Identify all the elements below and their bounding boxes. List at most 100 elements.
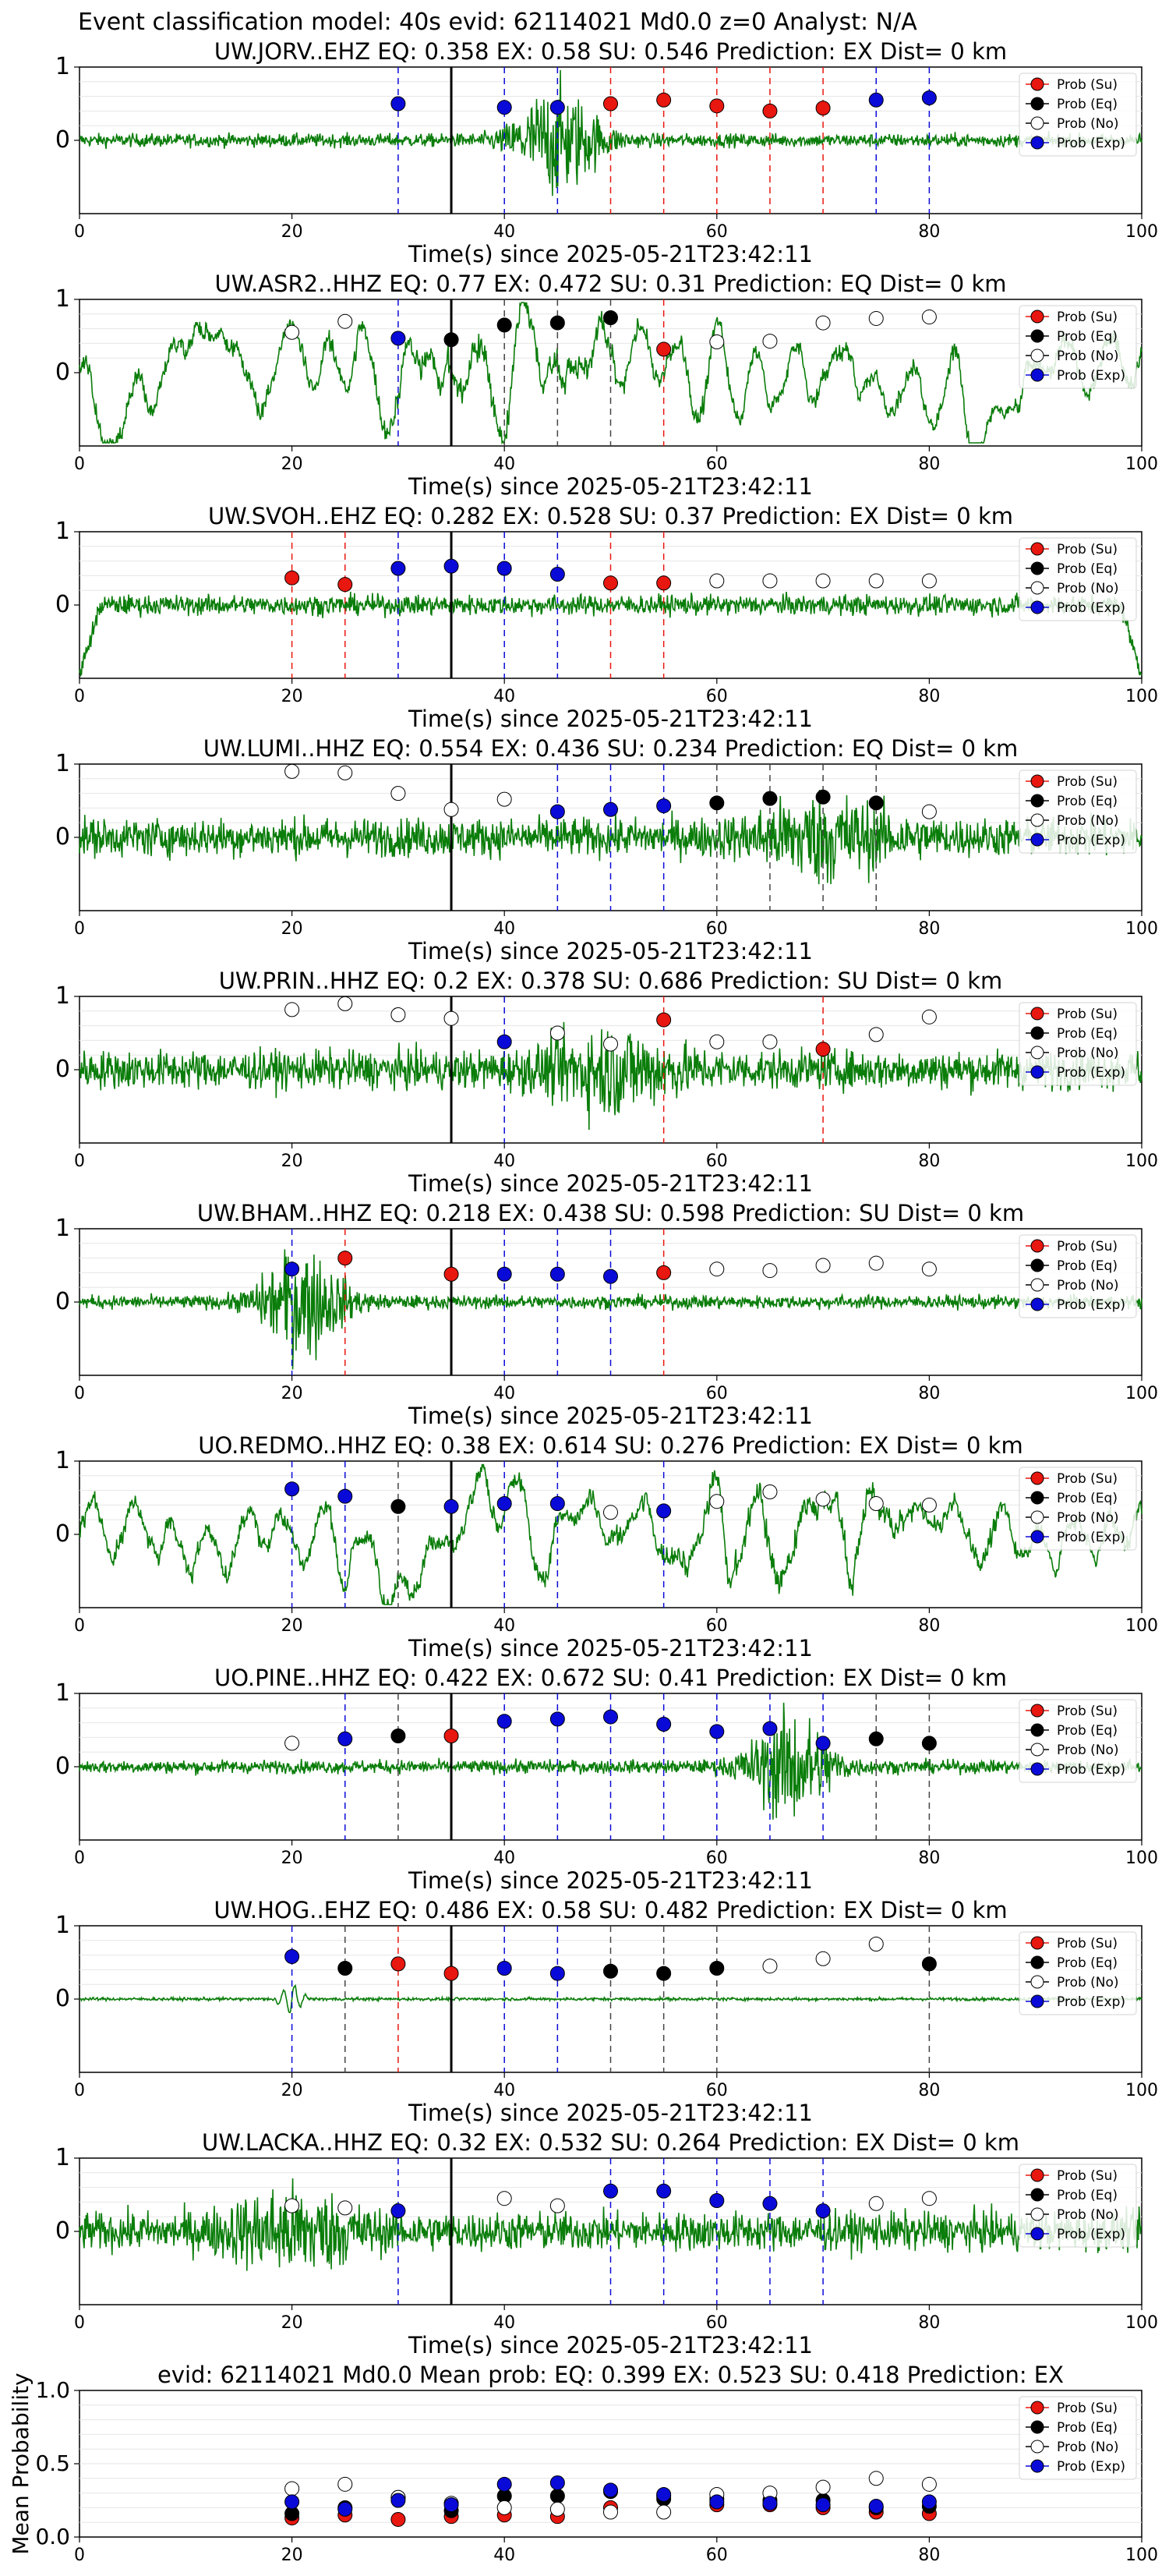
legend-label-eq: Prob (Eq) [1057,97,1118,112]
legend: Prob (Su) Prob (Eq) Prob (No) Prob (Exp) [1019,1234,1137,1318]
prob-point-su [603,575,618,591]
legend-label-no: Prob (No) [1057,1975,1119,1990]
mean-prob-point-exp [603,2482,618,2498]
x-tick-label: 20 [281,1384,303,1403]
x-tick-label: 60 [706,2546,728,2565]
mean-prob-point-no [868,2471,884,2486]
x-tick-label: 100 [1125,919,1158,939]
legend-marker-no [1030,116,1044,130]
legend-label-su: Prob (Su) [1057,774,1118,790]
x-tick-label: 40 [493,2081,515,2100]
legend-label-no: Prob (No) [1057,2440,1119,2455]
prob-point-no [603,1036,618,1052]
legend-label-eq: Prob (Eq) [1057,2420,1118,2436]
panel-7: UO.REDMO..HHZ EQ: 0.38 EX: 0.614 SU: 0.2… [55,1432,1158,1661]
prob-point-exp [815,2203,831,2219]
x-tick-label: 60 [706,2313,728,2333]
y-tick-label: 0 [55,591,70,618]
prob-point-eq [868,795,884,811]
prob-point-no [921,1497,937,1513]
legend-label-eq: Prob (Eq) [1057,561,1118,577]
prob-point-no [868,310,884,326]
legend-marker-eq [1030,97,1044,111]
legend-label-no: Prob (No) [1057,581,1119,596]
x-axis-label: Time(s) since 2025-05-21T23:42:11 [408,1403,813,1429]
prob-point-exp [549,1266,565,1282]
x-tick-label: 0 [74,1849,85,1868]
legend-label-eq: Prob (Eq) [1057,1723,1118,1739]
x-tick-label: 80 [918,1152,940,1171]
prob-point-no [709,1034,725,1049]
legend-marker-su [1030,774,1044,788]
prob-point-su [390,1956,406,1972]
waveform-trace [79,1463,1143,1605]
x-axis-label: Time(s) since 2025-05-21T23:42:11 [408,706,813,732]
x-tick-label: 100 [1125,2081,1158,2100]
prob-point-exp [656,2183,672,2199]
prob-point-eq [603,310,618,325]
legend-label-su: Prob (Su) [1057,310,1118,325]
legend-label-su: Prob (Su) [1057,542,1118,557]
x-tick-label: 80 [918,2546,940,2565]
prob-point-no [284,1736,300,1751]
legend-marker-exp [1030,368,1044,382]
x-tick-label: 40 [493,687,515,706]
y-tick-label: 0 [55,1985,70,2012]
mean-prob-point-eq [549,2488,565,2503]
legend-marker-su [1030,2401,1044,2415]
prob-point-su [443,1729,459,1744]
y-tick-label: 0 [55,359,70,386]
legend-label-exp: Prob (Exp) [1057,1065,1125,1081]
legend-marker-su [1030,77,1044,91]
mean-prob-point-no [815,2479,831,2495]
prob-point-eq [921,1736,937,1751]
legend-label-exp: Prob (Exp) [1057,833,1125,848]
x-axis-label: Time(s) since 2025-05-21T23:42:11 [408,473,813,500]
legend-marker-eq [1030,2188,1044,2202]
prob-point-no [868,2196,884,2211]
prob-point-no [921,1009,937,1024]
waveform-trace [79,1021,1143,1131]
prob-point-eq [603,1963,618,1979]
x-tick-label: 0 [74,222,85,242]
prob-point-eq [337,1961,353,1976]
legend-marker-su [1030,1007,1044,1021]
y-tick-label: 1.0 [35,2377,70,2403]
legend-marker-no [1030,581,1044,595]
prob-point-eq [815,789,831,805]
prob-point-exp [496,1714,512,1729]
x-tick-label: 100 [1125,1616,1158,1636]
legend-marker-exp [1030,1994,1044,2008]
prob-point-no [709,573,725,589]
prob-point-exp [603,2183,618,2199]
legend-marker-exp [1030,1065,1044,1079]
prob-point-su [656,1012,672,1028]
x-tick-label: 100 [1125,687,1158,706]
waveform-trace [79,591,1143,678]
legend-frame [1019,2164,1137,2248]
legend-label-exp: Prob (Exp) [1057,136,1125,151]
legend: Prob (Su) Prob (Eq) Prob (No) Prob (Exp) [1019,1699,1137,1783]
prob-point-su [443,1966,459,1981]
mean-prob-point-exp [549,2475,565,2490]
prob-point-exp [337,1488,353,1504]
mean-prob-point-no [656,2504,672,2520]
x-tick-label: 0 [74,2313,85,2333]
legend-frame [1019,1931,1137,2015]
legend-label-eq: Prob (Eq) [1057,1491,1118,1506]
legend-label-no: Prob (No) [1057,813,1119,829]
legend-marker-no [1030,1743,1044,1757]
legend-label-exp: Prob (Exp) [1057,1530,1125,1545]
legend-label-su: Prob (Su) [1057,1239,1118,1254]
x-tick-label: 0 [74,455,85,474]
x-tick-label: 80 [918,1616,940,1636]
mean-prob-point-no [337,2476,353,2492]
legend-marker-su [1030,2168,1044,2182]
legend-label-no: Prob (No) [1057,1278,1119,1293]
legend-marker-su [1030,1936,1044,1950]
x-tick-label: 0 [74,1384,85,1403]
x-tick-label: 80 [918,1849,940,1868]
x-tick-label: 60 [706,2081,728,2100]
prob-point-exp [284,1261,300,1277]
legend-label-eq: Prob (Eq) [1057,794,1118,809]
